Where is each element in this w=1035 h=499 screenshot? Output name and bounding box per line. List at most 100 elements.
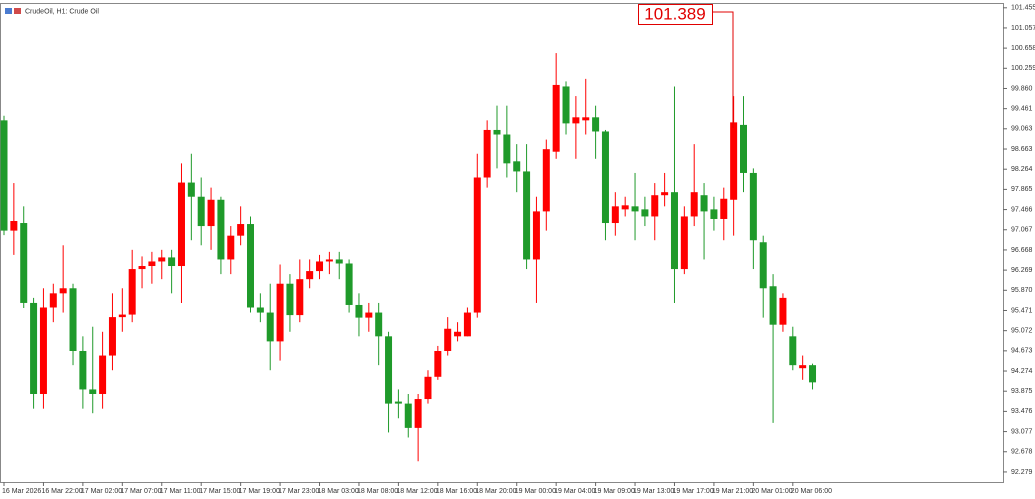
price-flag-text: 101.389 (644, 4, 705, 23)
x-tick-label: 20 Mar 01:00 (751, 488, 792, 495)
candle-body (69, 288, 77, 351)
candle-body (562, 86, 570, 124)
x-tick-label: 19 Mar 21:00 (712, 488, 753, 495)
candle-body (740, 124, 747, 173)
candle-body (710, 209, 718, 219)
x-tick-label: 17 Mar 19:00 (239, 488, 280, 495)
candle-body (690, 192, 698, 217)
candle-body (670, 192, 678, 270)
candle-body (651, 195, 659, 217)
y-tick-label: 95.870 (1011, 287, 1033, 294)
candle-body (503, 134, 511, 164)
x-tick-label: 18 Mar 12:00 (396, 488, 437, 495)
candle-body (769, 286, 777, 325)
y-tick-label: 96.269 (1011, 267, 1033, 274)
y-tick-label: 94.274 (1011, 368, 1033, 375)
y-tick-label: 95.072 (1011, 328, 1033, 335)
x-tick-label: 18 Mar 16:00 (436, 488, 477, 495)
candle-body (404, 403, 412, 428)
candle-body (532, 211, 540, 260)
x-tick-label: 19 Mar 17:00 (672, 488, 713, 495)
y-tick-label: 97.466 (1011, 206, 1033, 213)
x-tick-label: 19 Mar 09:00 (594, 488, 635, 495)
candle-body (247, 224, 254, 308)
candle-body (759, 242, 767, 289)
candle-body (720, 198, 728, 219)
candle-body (39, 307, 47, 394)
y-tick-label: 97.067 (1011, 227, 1033, 234)
y-tick-label: 101.455 (1011, 5, 1035, 12)
candle-body (789, 336, 797, 366)
y-tick-label: 98.663 (1011, 146, 1033, 153)
candle-body (414, 399, 422, 428)
candle-body (168, 257, 176, 267)
candle-body (572, 117, 580, 124)
x-tick-label: 19 Mar 04:00 (554, 488, 595, 495)
y-tick-label: 93.077 (1011, 428, 1033, 435)
candle-body (306, 271, 314, 280)
candle-body (463, 312, 471, 337)
candle-body (0, 120, 8, 231)
y-tick-label: 97.865 (1011, 186, 1033, 193)
candle-body (749, 172, 757, 241)
x-tick-label: 16 Mar 22:00 (41, 488, 82, 495)
candle-body (296, 279, 304, 316)
x-tick-label: 18 Mar 08:00 (357, 488, 398, 495)
candle-body (631, 206, 639, 212)
y-tick-label: 101.057 (1011, 25, 1035, 32)
x-tick-label: 17 Mar 15:00 (199, 488, 240, 495)
candle-body (237, 224, 245, 236)
y-tick-label: 96.668 (1011, 247, 1033, 254)
candle-body (148, 261, 156, 267)
candle-body (375, 312, 383, 337)
candle-body (158, 257, 166, 262)
y-tick-label: 99.063 (1011, 126, 1033, 133)
candle-body (621, 205, 629, 210)
chart-icon (5, 8, 12, 14)
candle-body (611, 206, 619, 224)
candle-body (700, 195, 708, 212)
candle-body (809, 365, 817, 383)
candle-body (385, 336, 393, 404)
candle-body (217, 199, 225, 260)
candle-body (177, 182, 185, 267)
candle-body (316, 261, 324, 272)
candle-body (779, 297, 787, 325)
x-tick-label: 20 Mar 06:00 (791, 488, 832, 495)
y-tick-label: 93.875 (1011, 388, 1033, 395)
candle-body (49, 293, 57, 308)
price-flag: 101.389 (638, 4, 734, 128)
candle-body (99, 355, 107, 394)
candle-body (641, 209, 649, 217)
candle-body (89, 389, 97, 394)
candle-body (276, 283, 284, 342)
price-flag-box (638, 4, 713, 25)
candle-body (108, 317, 116, 356)
candle-body (187, 182, 195, 197)
candle-body (207, 199, 215, 227)
x-tick-label: 18 Mar 03:00 (318, 488, 359, 495)
y-tick-label: 99.860 (1011, 85, 1033, 92)
x-tick-label: 17 Mar 23:00 (278, 488, 319, 495)
candle-body (335, 259, 343, 264)
candle-body (286, 283, 294, 316)
candle-body (424, 376, 432, 400)
candle-body (444, 328, 452, 351)
y-tick-label: 92.678 (1011, 449, 1033, 456)
chart-icon (14, 8, 21, 14)
candle-body (138, 266, 146, 270)
candle-body (493, 129, 501, 135)
plot-frame (0, 3, 1004, 483)
candle-body (542, 149, 550, 212)
x-tick-label: 18 Mar 20:00 (475, 488, 516, 495)
candle-body (454, 331, 462, 337)
x-tick-label: 16 Mar 2026 (2, 488, 41, 495)
candle-body (483, 129, 491, 178)
candle-body (661, 192, 669, 196)
candle-body (20, 223, 28, 303)
y-tick-label: 92.279 (1011, 469, 1033, 476)
candle-body (266, 312, 274, 342)
y-tick-label: 93.476 (1011, 408, 1033, 415)
